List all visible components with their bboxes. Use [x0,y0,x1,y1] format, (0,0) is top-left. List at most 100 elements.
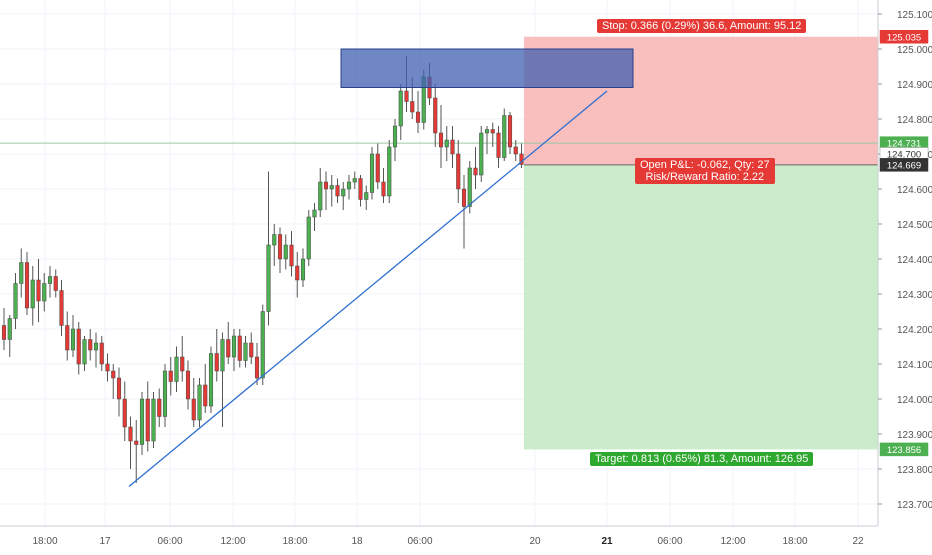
candle-down [433,97,438,134]
candle-down [381,181,386,197]
price-label-text: 123.856 [887,445,921,456]
candle-down [185,370,191,400]
y-tick-label: 123.900 [897,430,932,441]
y-tick-label: 125.100 [897,10,932,21]
open-pnl-text: Open P&L: -0.062, Qty: 27 [640,159,770,171]
candle-up [352,178,357,183]
x-tick-label: 17 [99,536,111,547]
candle-down [450,139,455,155]
x-tick-label: 12:00 [220,536,245,547]
candle-down [335,185,340,197]
candle-down [99,342,104,365]
candle-up [174,356,179,382]
candle-down [507,115,513,148]
candle-up [243,342,248,361]
candle-down [289,244,294,267]
y-tick-label: 124.400 [897,255,932,266]
trendline [128,90,608,488]
candle-up [346,181,352,190]
price-label-box [879,158,929,172]
y-tick-label: 124.900 [897,80,932,91]
candle-down [226,339,231,358]
candle-down [1,325,7,340]
price-label-text: 124.700 [887,150,921,161]
candle-up [70,328,76,351]
price-label-text: 124.731 [887,139,921,150]
price-label-text: 124.669 [887,160,921,171]
candle-down [145,398,150,442]
candle-up [502,115,507,158]
candle-up [162,370,168,417]
candle-up [387,146,392,197]
x-tick-label: 18:00 [782,536,807,547]
candle-down [375,153,380,183]
candle-down [191,398,196,421]
y-tick-label: 124.600 [897,185,932,196]
candle-down [168,370,173,382]
candle-down [128,426,133,442]
price-label-box [879,442,929,457]
y-tick-label: 124.300 [897,290,932,301]
candle-up [30,279,35,309]
candle-up [283,244,288,260]
x-tick-label: 06:00 [157,536,182,547]
x-tick-label: 20 [529,536,541,547]
target-label: Target: 0.813 (0.65%) 81.3, Amount: 126.… [590,452,814,466]
candle-up [484,129,490,134]
stop-label: Stop: 0.366 (0.29%) 36.6, Amount: 95.12 [597,19,807,33]
candle-down [295,265,300,281]
y-tick-label: 124.500 [897,220,932,231]
candle-down [105,363,110,372]
candle-up [479,132,484,176]
candle-down [438,132,444,148]
x-tick-label: 18 [351,536,363,547]
candle-down [65,325,70,351]
candle-up [139,398,145,445]
candle-down [122,398,127,428]
candle-down [456,153,461,190]
candle-up [312,209,317,218]
candle-down [36,279,41,302]
candle-down [203,384,208,407]
candle-down [76,328,81,365]
candle-up [300,258,306,281]
candle-up [13,283,18,319]
candle-down [134,440,139,445]
candle-down [157,398,162,417]
candle-down [277,234,283,260]
candle-down [496,132,501,158]
candle-down [410,101,415,113]
candle-up [19,262,24,284]
x-tick-label: 18:00 [32,536,57,547]
candle-down [116,377,122,400]
candle-down [180,356,185,372]
x-tick-label: 21 [601,536,613,547]
resistance-box [340,48,634,88]
x-tick-label: 22 [852,536,864,547]
x-tick-label: 06:00 [407,536,432,547]
candle-up [341,188,346,197]
candle-down [88,339,93,351]
candle-down [404,90,409,102]
y-tick-label: 124.100 [897,360,932,371]
candle-up [364,192,369,200]
x-tick-label: 06:00 [657,536,682,547]
candle-up [82,339,87,365]
candle-down [254,356,260,379]
candle-up [7,318,12,340]
candle-up [42,283,47,302]
x-tick-label: 18:00 [282,536,307,547]
pnl-label: Open P&L: -0.062, Qty: 27 Risk/Reward Ra… [635,158,775,184]
candle-down [519,153,524,165]
candle-down [24,262,30,309]
candle-up [398,90,403,127]
candle-down [53,276,58,291]
y-tick-label: 123.800 [897,465,932,476]
candle-up [93,342,99,351]
candle-up [444,139,449,148]
candle-down [358,178,363,200]
candle-up [369,153,375,193]
candle-up [220,339,225,372]
